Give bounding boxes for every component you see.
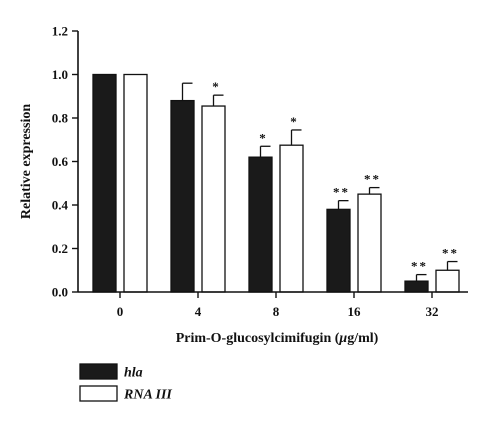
bar-hla-8 bbox=[248, 156, 273, 293]
significance-mark: * bbox=[259, 130, 268, 145]
legend-label: RNA III bbox=[123, 388, 172, 403]
significance-mark: * bbox=[212, 79, 221, 94]
x-tick-label: 0 bbox=[117, 304, 124, 319]
bar-hla-4 bbox=[170, 99, 195, 293]
y-tick-label: 1.2 bbox=[52, 24, 68, 39]
significance-mark: ** bbox=[333, 185, 350, 200]
bar-hla-0 bbox=[92, 73, 117, 293]
x-axis-label: Prim-O-glucosylcimifugin (μg/ml) bbox=[176, 331, 379, 346]
significance-mark: * bbox=[290, 114, 299, 129]
y-tick-label: 0.4 bbox=[52, 198, 69, 213]
x-axis-ticks: 0 4 8 16 32 bbox=[117, 292, 439, 319]
bar-hla-16 bbox=[326, 208, 351, 293]
x-tick-label: 8 bbox=[273, 304, 280, 319]
y-axis-label: Relative expression bbox=[19, 104, 34, 219]
legend-swatch-hla bbox=[79, 363, 118, 380]
error-bars bbox=[181, 82, 458, 282]
x-tick-label: 4 bbox=[195, 304, 202, 319]
y-axis-ticks: 0.0 0.2 0.4 0.6 0.8 1.0 1.2 bbox=[52, 24, 78, 300]
bar-rna-iii-32 bbox=[435, 269, 460, 293]
x-tick-label: 16 bbox=[348, 304, 362, 319]
bar-rna-iii-8 bbox=[279, 144, 304, 293]
significance-mark: ** bbox=[364, 172, 381, 187]
legend-swatch-rna-iii bbox=[79, 385, 118, 402]
significance-marks: *********** bbox=[212, 79, 459, 274]
y-tick-label: 0.6 bbox=[52, 154, 69, 169]
legend: hla RNA III bbox=[79, 363, 172, 403]
x-tick-label: 32 bbox=[426, 304, 439, 319]
significance-mark: ** bbox=[411, 259, 428, 274]
y-tick-label: 1.0 bbox=[52, 67, 68, 82]
y-tick-label: 0.0 bbox=[52, 285, 68, 300]
bar-series bbox=[92, 73, 460, 293]
y-tick-label: 0.2 bbox=[52, 241, 68, 256]
bar-rna-iii-16 bbox=[357, 193, 382, 293]
legend-label: hla bbox=[124, 366, 143, 381]
bar-rna-iii-4 bbox=[201, 105, 226, 293]
y-tick-label: 0.8 bbox=[52, 111, 69, 126]
bar-hla-32 bbox=[404, 280, 429, 293]
significance-mark: ** bbox=[442, 246, 459, 261]
bar-rna-iii-0 bbox=[123, 73, 148, 293]
